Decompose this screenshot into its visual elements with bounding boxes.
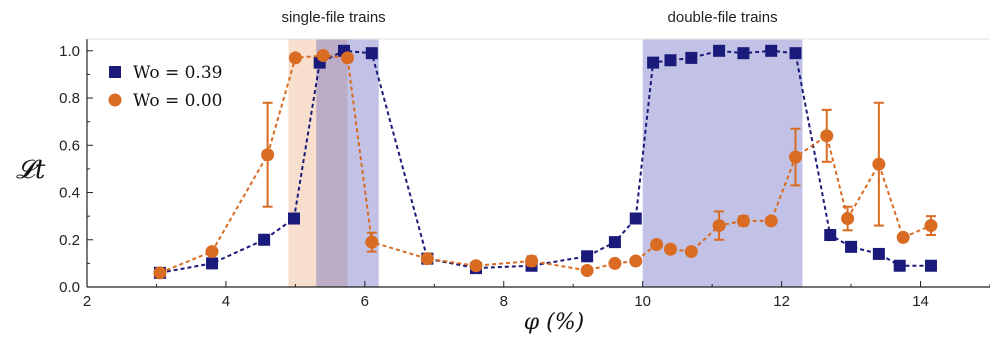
x-tick-label: 6 (361, 293, 369, 310)
data-point-circle (629, 254, 643, 268)
data-point-square (365, 47, 378, 60)
x-tick-label: 8 (500, 293, 508, 310)
legend: Wo = 0.39 Wo = 0.00 (108, 63, 222, 111)
data-point-square (258, 233, 271, 246)
data-point-square (647, 56, 660, 69)
data-point-square (737, 47, 750, 60)
data-point-square (287, 212, 300, 225)
x-tick-label: 12 (773, 293, 790, 310)
region-annotations: single-file trains double-file trains (281, 9, 777, 26)
data-point-circle (924, 219, 938, 233)
data-point-square (845, 240, 858, 253)
data-series (153, 44, 938, 280)
data-point-circle (650, 237, 664, 251)
data-point-circle (288, 51, 302, 65)
y-tick-label: 1.0 (59, 43, 80, 60)
data-point-square (789, 47, 802, 60)
shaded-region-1 (316, 39, 379, 287)
data-point-square (765, 44, 778, 57)
data-point-circle (896, 230, 910, 244)
y-tick-label: 0.4 (59, 185, 80, 202)
data-point-square (629, 212, 642, 225)
y-tick-label: 0.6 (59, 137, 80, 154)
data-point-circle (469, 259, 483, 273)
data-point-square (713, 44, 726, 57)
data-point-circle (841, 212, 855, 226)
annotation-double-file: double-file trains (668, 9, 778, 26)
legend-label: Wo = 0.39 (133, 63, 222, 83)
data-point-square (872, 247, 885, 260)
legend-marker-square (109, 66, 121, 78)
series-line-1 (159, 54, 932, 274)
data-point-square (581, 250, 594, 263)
x-tick-label: 14 (912, 293, 929, 310)
data-point-circle (684, 245, 698, 259)
y-tick-label: 0.0 (59, 279, 80, 296)
annotation-single-file: single-file trains (281, 9, 385, 26)
y-axis-label: 𝓛t (16, 155, 46, 185)
y-tick-label: 0.8 (59, 90, 80, 107)
axes: 2 4 6 8 10 12 14 0.0 0.2 0.4 0.6 0.8 1.0 (59, 38, 990, 310)
data-point-circle (525, 254, 539, 268)
data-point-circle (789, 150, 803, 164)
data-point-circle (580, 263, 594, 277)
data-point-circle (764, 214, 778, 228)
axis-labels: φ (%) 𝓛t (16, 155, 584, 335)
data-point-circle (608, 256, 622, 270)
x-tick-label: 4 (222, 293, 230, 310)
data-point-circle (872, 157, 886, 171)
legend-marker-circle (108, 93, 122, 107)
data-point-circle (736, 214, 750, 228)
x-axis-label: φ (%) (524, 310, 584, 335)
data-point-circle (340, 51, 354, 65)
data-point-circle (205, 245, 219, 259)
y-tick-label: 0.2 (59, 232, 80, 249)
data-point-square (206, 257, 219, 270)
shaded-regions (288, 39, 803, 287)
series-line-0 (159, 49, 931, 274)
data-point-square (664, 54, 677, 67)
data-point-square (608, 236, 621, 249)
data-point-circle (820, 129, 834, 143)
data-point-square (685, 51, 698, 64)
data-point-circle (365, 235, 379, 249)
data-point-circle (420, 252, 434, 266)
x-tick-label: 2 (83, 293, 91, 310)
data-point-square (893, 259, 906, 272)
shaded-region-0 (288, 39, 348, 287)
data-point-square (924, 259, 937, 272)
legend-label: Wo = 0.00 (133, 91, 222, 111)
data-point-circle (316, 49, 330, 63)
data-point-square (824, 229, 837, 242)
data-point-circle (712, 219, 726, 233)
data-point-circle (261, 148, 275, 162)
x-tick-label: 10 (634, 293, 651, 310)
data-point-circle (153, 266, 167, 280)
data-point-circle (663, 242, 677, 256)
